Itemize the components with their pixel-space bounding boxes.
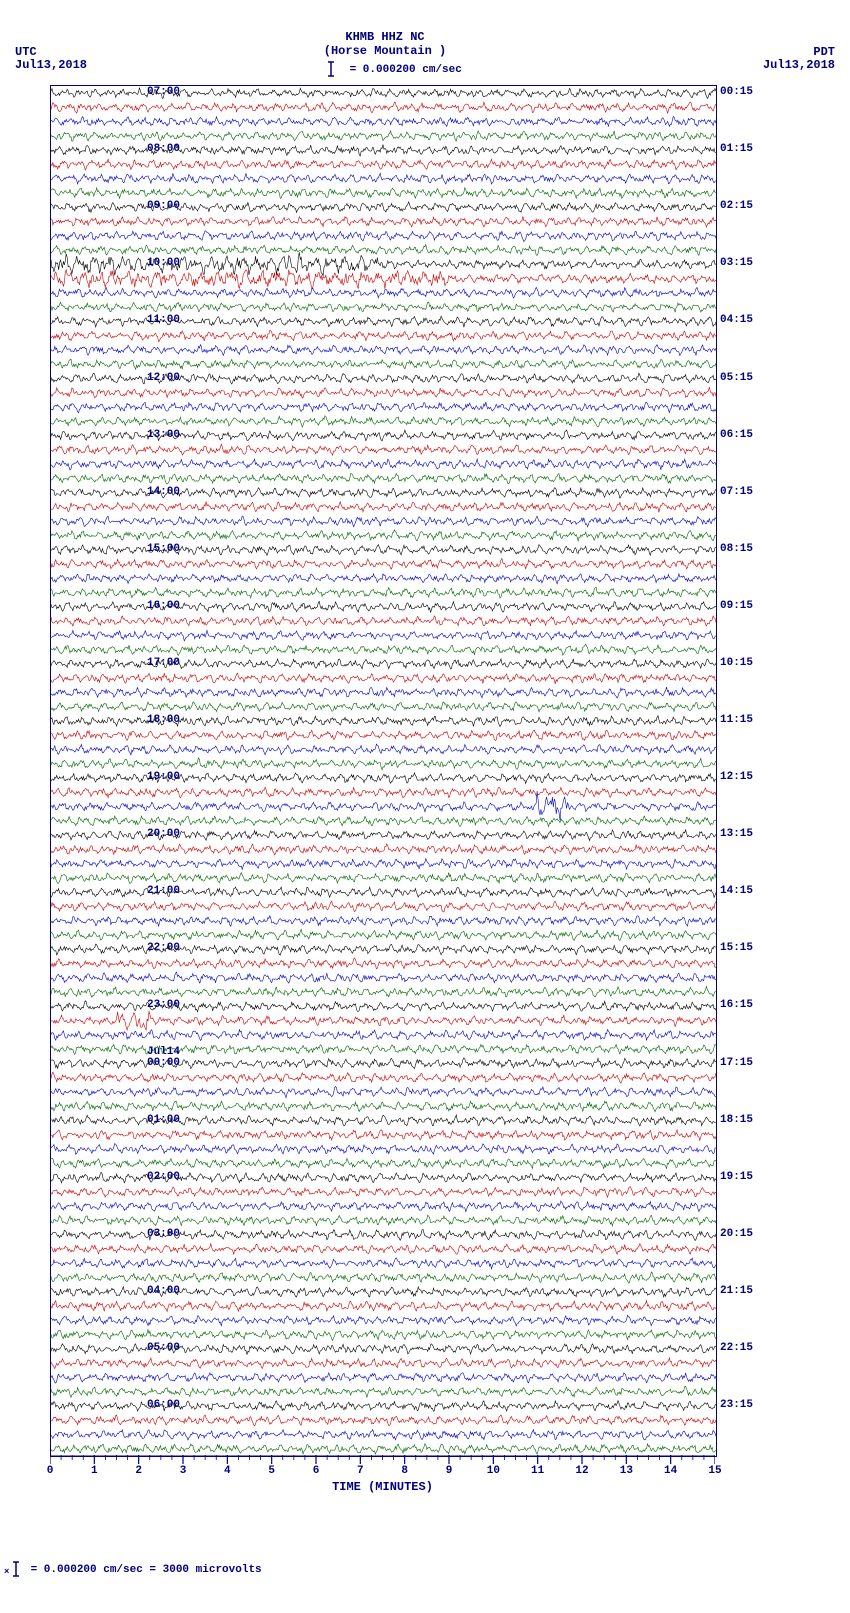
right-hour-label: 13:15 — [720, 828, 753, 840]
left-hour-label: 15:00 — [140, 543, 180, 555]
utc-date: Jul13,2018 — [15, 58, 87, 72]
left-hour-label: 09:00 — [140, 200, 180, 212]
left-hour-label: 10:00 — [140, 257, 180, 269]
x-axis-title: TIME (MINUTES) — [50, 1480, 715, 1494]
right-hour-label: 18:15 — [720, 1114, 753, 1126]
svg-text:×: × — [4, 1567, 9, 1577]
x-tick-label: 13 — [620, 1465, 633, 1477]
scale-text: = 0.000200 cm/sec — [350, 64, 462, 76]
x-axis-ticks — [50, 1455, 715, 1473]
left-hour-label: 04:00 — [140, 1285, 180, 1297]
pdt-date: Jul13,2018 — [763, 58, 835, 72]
x-tick-label: 9 — [446, 1465, 453, 1477]
left-hour-label: 02:00 — [140, 1171, 180, 1183]
right-hour-label: 05:15 — [720, 372, 753, 384]
left-hour-label: 21:00 — [140, 885, 180, 897]
right-hour-label: 11:15 — [720, 714, 753, 726]
right-hour-label: 03:15 — [720, 257, 753, 269]
right-hour-label: 07:15 — [720, 486, 753, 498]
left-hour-label: 17:00 — [140, 657, 180, 669]
right-hour-label: 08:15 — [720, 543, 753, 555]
x-tick-label: 5 — [268, 1465, 275, 1477]
pdt-label: PDT — [813, 45, 835, 59]
left-hour-label: 03:00 — [140, 1228, 180, 1240]
x-tick-label: 6 — [313, 1465, 320, 1477]
x-tick-label: 12 — [575, 1465, 588, 1477]
right-hour-label: 00:15 — [720, 86, 753, 98]
left-hour-label: 07:00 — [140, 86, 180, 98]
right-hour-label: 06:15 — [720, 429, 753, 441]
left-hour-label: 00:00 — [140, 1057, 180, 1069]
right-hour-label: 19:15 — [720, 1171, 753, 1183]
x-tick-label: 2 — [135, 1465, 142, 1477]
x-tick-label: 1 — [91, 1465, 98, 1477]
footer-text: = 0.000200 cm/sec = 3000 microvolts — [31, 1564, 262, 1576]
left-hour-label: 20:00 — [140, 828, 180, 840]
left-hour-label: 05:00 — [140, 1342, 180, 1354]
x-tick-label: 10 — [487, 1465, 500, 1477]
footer-scale: × = 0.000200 cm/sec = 3000 microvolts — [4, 1560, 262, 1578]
x-tick-label: 4 — [224, 1465, 231, 1477]
right-hour-label: 23:15 — [720, 1399, 753, 1411]
right-hour-label: 16:15 — [720, 999, 753, 1011]
station-code: KHMB HHZ NC — [0, 30, 770, 44]
seismogram-container: UTC Jul13,2018 KHMB HHZ NC (Horse Mounta… — [0, 0, 850, 1613]
right-hour-label: 21:15 — [720, 1285, 753, 1297]
right-hour-label: 02:15 — [720, 200, 753, 212]
right-hour-label: 15:15 — [720, 942, 753, 954]
left-hour-label: 11:00 — [140, 314, 180, 326]
right-hour-label: 17:15 — [720, 1057, 753, 1069]
left-hour-label: 12:00 — [140, 372, 180, 384]
left-hour-label: 22:00 — [140, 942, 180, 954]
right-hour-label: 01:15 — [720, 143, 753, 155]
x-tick-label: 11 — [531, 1465, 544, 1477]
x-tick-label: 15 — [708, 1465, 721, 1477]
x-tick-label: 7 — [357, 1465, 364, 1477]
left-hour-label: 08:00 — [140, 143, 180, 155]
left-hour-label: 18:00 — [140, 714, 180, 726]
left-hour-label: 06:00 — [140, 1399, 180, 1411]
right-hour-label: 04:15 — [720, 314, 753, 326]
x-tick-label: 3 — [180, 1465, 187, 1477]
left-hour-label: 23:00 — [140, 999, 180, 1011]
right-hour-label: 22:15 — [720, 1342, 753, 1354]
scale-indicator: = 0.000200 cm/sec — [325, 60, 462, 78]
right-hour-label: 20:15 — [720, 1228, 753, 1240]
left-hour-label: 01:00 — [140, 1114, 180, 1126]
right-hour-label: 12:15 — [720, 771, 753, 783]
station-name: (Horse Mountain ) — [0, 44, 770, 58]
x-tick-label: 8 — [401, 1465, 408, 1477]
left-hour-label: 13:00 — [140, 429, 180, 441]
right-hour-label: 14:15 — [720, 885, 753, 897]
x-tick-label: 0 — [47, 1465, 54, 1477]
left-hour-label: 16:00 — [140, 600, 180, 612]
right-hour-label: 10:15 — [720, 657, 753, 669]
x-tick-label: 14 — [664, 1465, 677, 1477]
left-hour-label: 19:00 — [140, 771, 180, 783]
right-hour-label: 09:15 — [720, 600, 753, 612]
left-hour-label: 14:00 — [140, 486, 180, 498]
x-axis: 0123456789101112131415 — [50, 1455, 715, 1473]
